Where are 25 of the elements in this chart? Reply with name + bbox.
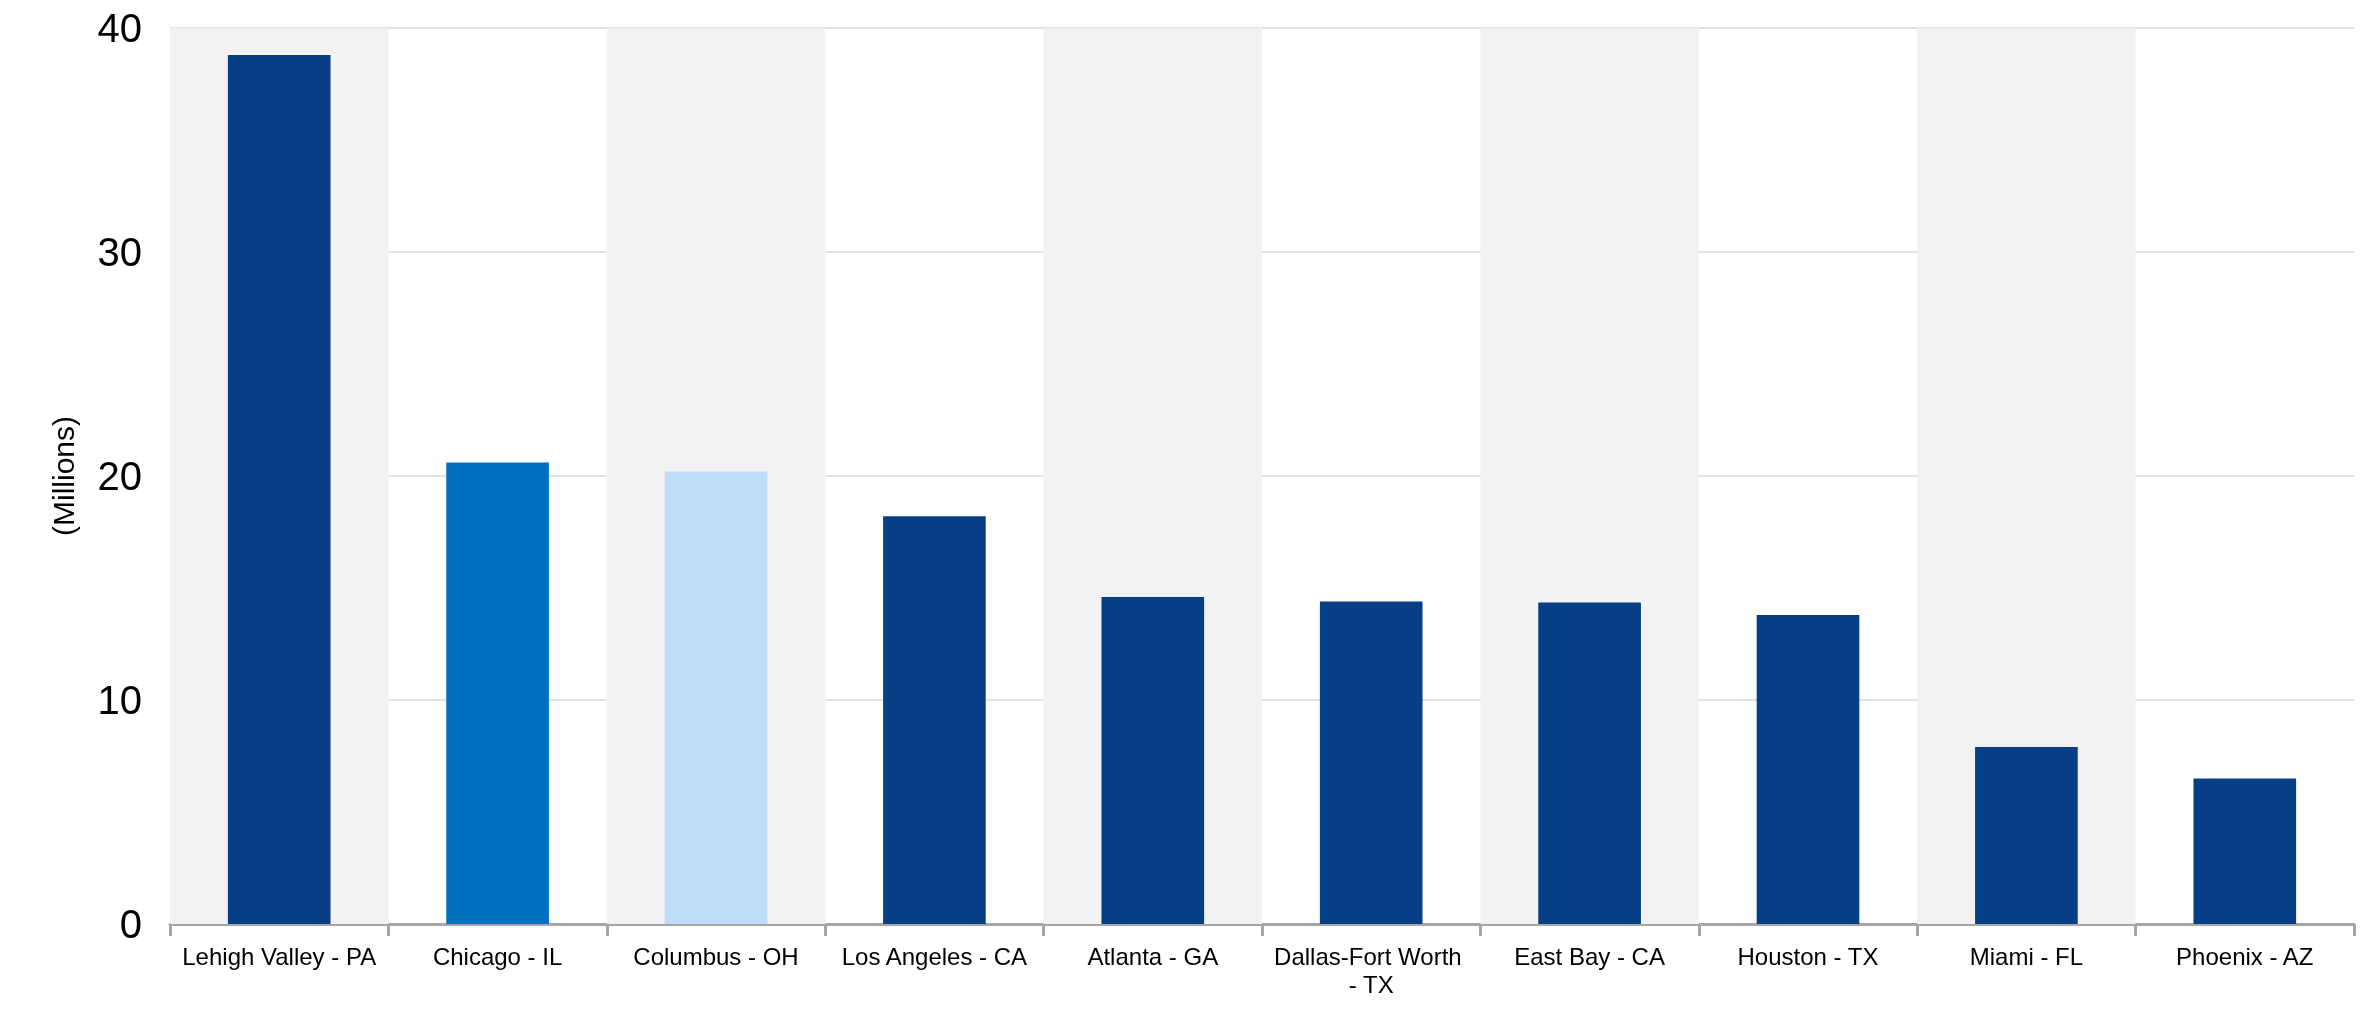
- bar: [1319, 601, 1423, 924]
- bar: [2193, 778, 2297, 924]
- y-axis-title: (Millions): [46, 416, 80, 536]
- x-tick-label: Atlanta - GA: [1087, 942, 1219, 970]
- y-tick-label: 0: [119, 902, 142, 946]
- bar: [1101, 596, 1205, 924]
- x-tick-label: Dallas-Fort Worth - TX: [1274, 942, 1469, 998]
- x-tick-label: Phoenix - AZ: [2176, 942, 2314, 970]
- x-tick-label: East Bay - CA: [1514, 942, 1665, 970]
- bar: [883, 516, 986, 924]
- x-tick-label: Lehigh Valley - PA: [182, 942, 377, 970]
- bar: [664, 471, 768, 924]
- bar: [1756, 614, 1860, 924]
- x-tick-label: Columbus - OH: [633, 942, 799, 970]
- bar: [446, 462, 549, 924]
- y-tick-label: 40: [97, 6, 142, 50]
- y-tick-label: 30: [97, 230, 142, 274]
- x-tick-label: Miami - FL: [1969, 942, 2084, 970]
- y-tick-label: 20: [97, 454, 142, 498]
- bar: [1975, 747, 2078, 924]
- x-tick-label: Houston - TX: [1737, 942, 1879, 970]
- y-tick-label: 10: [97, 678, 142, 722]
- x-tick-label: Chicago - IL: [432, 942, 563, 970]
- bar: [1538, 602, 1641, 924]
- x-tick-label: Los Angeles - CA: [841, 942, 1028, 970]
